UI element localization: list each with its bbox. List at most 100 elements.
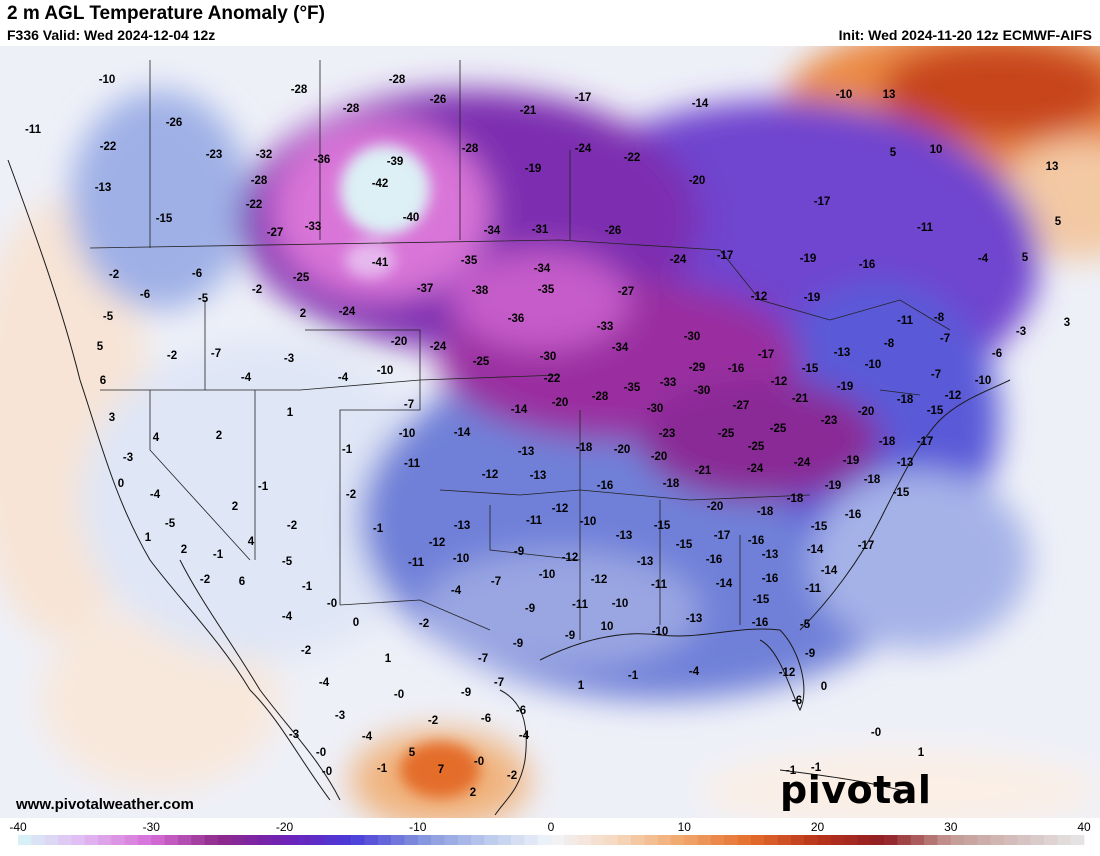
colorbar-swatch — [830, 835, 845, 845]
anomaly-value-label: -25 — [293, 272, 310, 284]
anomaly-value-label: -12 — [482, 469, 499, 481]
anomaly-value-label: -10 — [652, 626, 669, 638]
anomaly-value-label: -15 — [753, 594, 770, 606]
colorbar-tick-label: 0 — [548, 820, 555, 834]
anomaly-value-label: -11 — [651, 579, 668, 591]
colorbar-swatch — [537, 835, 552, 845]
colorbar-swatch — [137, 835, 152, 845]
colorbar-swatch — [244, 835, 259, 845]
anomaly-value-label: -10 — [836, 89, 853, 101]
colorbar-swatch — [257, 835, 272, 845]
colorbar-swatch — [964, 835, 978, 845]
anomaly-value-label: -10 — [975, 375, 992, 387]
anomaly-value-label: -3 — [123, 452, 133, 464]
colorbar-swatch — [764, 835, 778, 845]
map-title: 2 m AGL Temperature Anomaly (°F) — [7, 3, 325, 24]
colorbar-swatch — [1004, 835, 1018, 845]
anomaly-value-label: 1 — [287, 407, 294, 419]
anomaly-value-label: -10 — [377, 365, 394, 377]
anomaly-value-label: -23 — [659, 428, 676, 440]
anomaly-core — [340, 145, 480, 798]
colorbar-swatch — [1017, 835, 1031, 845]
anomaly-value-label: 6 — [100, 375, 106, 387]
anomaly-value-label: -18 — [787, 493, 804, 505]
anomaly-value-label: -21 — [695, 465, 712, 477]
colorbar-swatch — [524, 835, 538, 845]
anomaly-value-label: -13 — [834, 347, 851, 359]
colorbar-swatch — [910, 835, 925, 845]
init-time: Init: Wed 2024-11-20 12z ECMWF-AIFS — [838, 27, 1092, 43]
anomaly-value-label: 2 — [232, 501, 238, 513]
colorbar-swatch — [1070, 835, 1085, 845]
anomaly-value-label: -18 — [897, 394, 914, 406]
anomaly-value-label: -21 — [520, 105, 537, 117]
colorbar-swatch — [71, 835, 85, 845]
anomaly-value-label: -0 — [474, 756, 484, 768]
anomaly-value-label: -7 — [940, 333, 950, 345]
anomaly-value-label: -42 — [372, 178, 389, 190]
anomaly-value-label: -10 — [612, 598, 629, 610]
anomaly-value-label: -10 — [580, 516, 597, 528]
anomaly-value-label: -12 — [771, 376, 788, 388]
anomaly-value-label: 5 — [1055, 216, 1062, 228]
colorbar-swatch — [191, 835, 205, 845]
anomaly-value-label: -2 — [167, 350, 177, 362]
anomaly-value-label: -20 — [858, 406, 875, 418]
anomaly-value-label: -4 — [978, 253, 989, 265]
colorbar-swatch — [377, 835, 392, 845]
anomaly-value-label: -14 — [716, 578, 733, 590]
anomaly-value-label: -10 — [539, 569, 556, 581]
anomaly-value-label: -18 — [663, 478, 680, 490]
anomaly-value-label: -4 — [241, 372, 252, 384]
colorbar-swatch — [697, 835, 712, 845]
anomaly-value-label: -22 — [624, 152, 641, 164]
anomaly-value-label: -15 — [654, 520, 671, 532]
anomaly-value-label: 13 — [883, 89, 896, 101]
anomaly-value-label: -11 — [408, 557, 425, 569]
anomaly-value-label: 5 — [409, 747, 416, 759]
anomaly-value-label: -12 — [429, 537, 446, 549]
anomaly-value-label: 7 — [438, 764, 444, 776]
anomaly-value-label: -4 — [451, 585, 462, 597]
anomaly-value-label: -24 — [670, 254, 687, 266]
anomaly-value-label: -4 — [150, 489, 161, 501]
anomaly-value-label: -13 — [518, 446, 535, 458]
anomaly-value-label: -1 — [373, 523, 384, 535]
site-url: www.pivotalweather.com — [16, 796, 194, 813]
anomaly-value-label: -24 — [339, 306, 356, 318]
anomaly-value-label: -14 — [821, 565, 838, 577]
anomaly-value-label: -18 — [864, 474, 881, 486]
anomaly-value-label: -5 — [103, 311, 114, 323]
colorbar-swatch — [790, 835, 805, 845]
anomaly-value-label: -10 — [453, 553, 470, 565]
colorbar-tick-label: 40 — [1077, 820, 1091, 834]
anomaly-value-label: 2 — [470, 787, 476, 799]
colorbar-swatch — [511, 835, 525, 845]
colorbar-swatch — [124, 835, 139, 845]
anomaly-value-label: -11 — [917, 222, 934, 234]
anomaly-value-label: 3 — [1064, 317, 1070, 329]
anomaly-value-label: 13 — [1046, 161, 1059, 173]
anomaly-value-label: -26 — [430, 94, 447, 106]
colorbar-swatch — [804, 835, 818, 845]
colorbar-tick-label: 30 — [944, 820, 958, 834]
colorbar-tick-label: -10 — [409, 820, 427, 834]
anomaly-value-label: 10 — [601, 621, 614, 633]
anomaly-value-label: -16 — [752, 617, 769, 629]
anomaly-value-label: -13 — [637, 556, 654, 568]
colorbar-tick-label: -20 — [276, 820, 294, 834]
anomaly-value-label: -13 — [616, 530, 633, 542]
anomaly-value-label: -37 — [417, 283, 434, 295]
colorbar-swatch — [870, 835, 885, 845]
anomaly-value-label: -36 — [314, 154, 331, 166]
anomaly-value-label: -4 — [338, 372, 349, 384]
anomaly-value-label: -9 — [513, 638, 523, 650]
anomaly-value-label: -30 — [684, 331, 701, 343]
anomaly-value-label: -33 — [305, 221, 322, 233]
anomaly-value-label: -6 — [192, 268, 202, 280]
anomaly-value-label: -2 — [507, 770, 517, 782]
anomaly-value-label: -27 — [267, 227, 284, 239]
anomaly-value-label: -24 — [747, 463, 764, 475]
anomaly-value-label: -10 — [99, 74, 116, 86]
anomaly-value-label: -23 — [821, 415, 838, 427]
